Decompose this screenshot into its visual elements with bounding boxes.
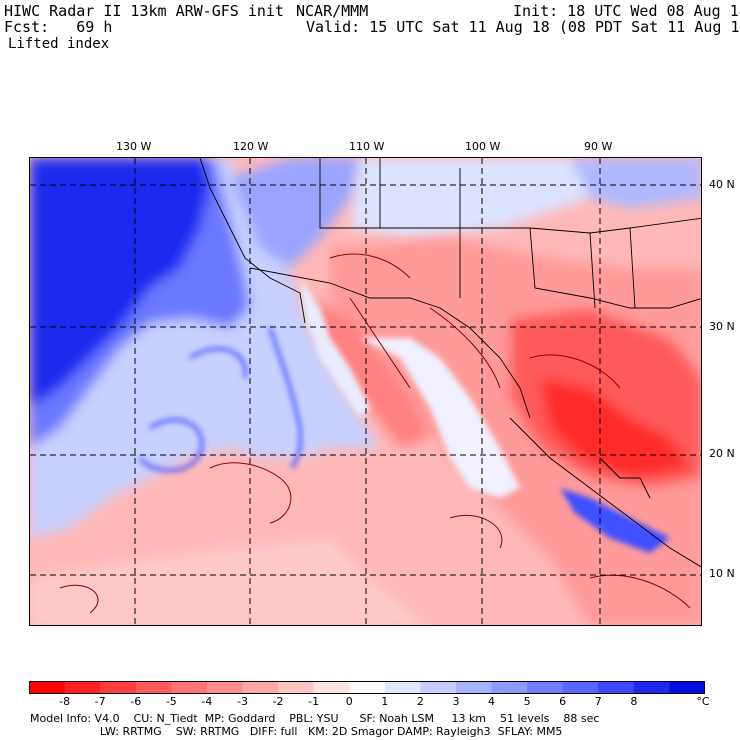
organization-label: NCAR/MMM — [296, 2, 369, 20]
colorbar-tick-label: 6 — [559, 695, 567, 708]
colorbar-swatch — [64, 681, 101, 694]
colorbar-swatch — [491, 681, 528, 694]
colorbar-swatch — [171, 681, 208, 694]
colorbar-swatch — [242, 681, 279, 694]
colorbar-swatch — [455, 681, 493, 694]
colorbar-swatch — [598, 681, 635, 694]
colorbar-tick-label: -6 — [130, 695, 142, 708]
colorbar-swatch — [100, 681, 137, 694]
colorbar-swatch — [420, 681, 457, 694]
colorbar-swatch — [384, 681, 421, 694]
colorbar-swatch — [135, 681, 172, 694]
colorbar-tick-label: 5 — [523, 695, 531, 708]
colorbar-swatch — [29, 681, 66, 694]
lat-label-40n: 40 N — [709, 178, 735, 191]
colorbar-tick-label: -7 — [94, 695, 106, 708]
colorbar-tick-label: 1 — [381, 695, 389, 708]
lon-label-120w: 120 W — [233, 140, 269, 153]
lat-label-30n: 30 N — [709, 320, 735, 333]
colorbar-frame — [29, 681, 705, 694]
lat-label-10n: 10 N — [709, 567, 735, 580]
lon-label-110w: 110 W — [349, 140, 385, 153]
colorbar — [29, 681, 705, 694]
colorbar-tick-label: -4 — [201, 695, 213, 708]
colorbar-swatch — [562, 681, 599, 694]
colorbar-tick-label: 2 — [416, 695, 424, 708]
lon-label-100w: 100 W — [465, 140, 501, 153]
colorbar-tick-label: 3 — [452, 695, 460, 708]
colorbar-tick-label: 0 — [345, 695, 353, 708]
valid-time: Valid: 15 UTC Sat 11 Aug 18 (08 PDT Sat … — [306, 18, 740, 36]
colorbar-tick-label: -8 — [59, 695, 71, 708]
colorbar-tick-label: -5 — [165, 695, 177, 708]
colorbar-swatch — [527, 681, 564, 694]
lat-label-20n: 20 N — [709, 447, 735, 460]
colorbar-swatch — [349, 681, 386, 694]
colorbar-swatch — [313, 681, 350, 694]
init-time: Init: 18 UTC Wed 08 Aug 18 — [513, 2, 740, 20]
footer-physics-info: LW: RRTMG SW: RRTMG DIFF: full KM: 2D Sm… — [30, 725, 563, 738]
colorbar-tick-label: -2 — [272, 695, 284, 708]
colorbar-tick-label: 7 — [594, 695, 602, 708]
lifted-index-map — [29, 157, 702, 626]
colorbar-tick-label: 4 — [488, 695, 496, 708]
colorbar-unit: °C — [696, 695, 710, 708]
colorbar-tick-label: 8 — [630, 695, 638, 708]
forecast-hour: Fcst: 69 h — [4, 18, 113, 36]
colorbar-swatch — [278, 681, 315, 694]
model-title: HIWC Radar II 13km ARW-GFS init — [4, 2, 284, 20]
field-name: Lifted index — [8, 36, 110, 52]
colorbar-tick-label: -3 — [236, 695, 248, 708]
colorbar-swatch — [633, 681, 670, 694]
lon-label-90w: 90 W — [584, 140, 613, 153]
colorbar-tick-label: -1 — [308, 695, 320, 708]
colorbar-swatch — [669, 681, 705, 694]
lon-label-130w: 130 W — [116, 140, 152, 153]
colorbar-swatch — [206, 681, 243, 694]
footer-model-info: Model Info: V4.0 CU: N_Tiedt MP: Goddard… — [30, 712, 600, 725]
